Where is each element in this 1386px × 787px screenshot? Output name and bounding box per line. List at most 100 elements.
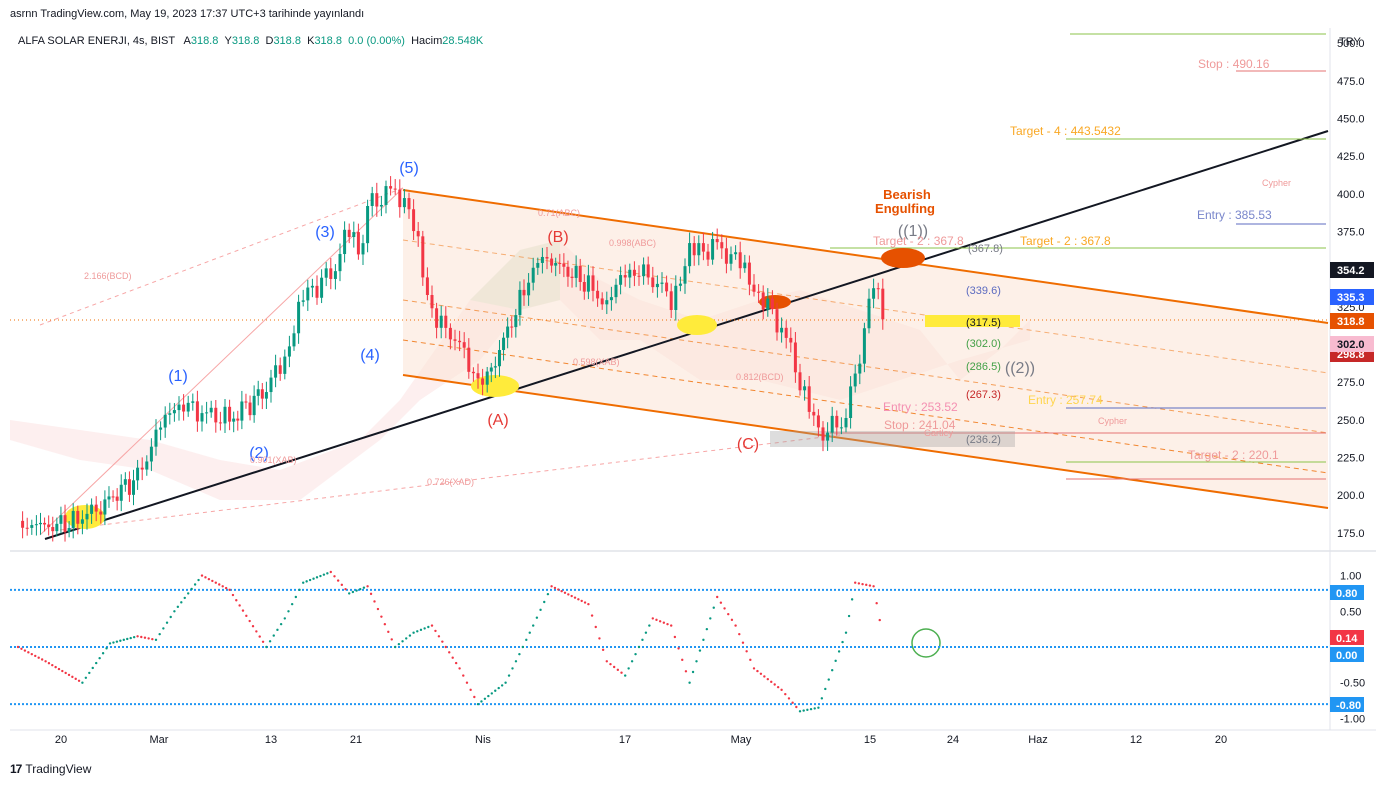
osc-dot <box>437 635 441 638</box>
osc-dot <box>798 710 802 713</box>
osc-dot <box>231 593 235 597</box>
candle-body <box>177 404 181 411</box>
osc-dot <box>612 665 616 669</box>
osc-dot <box>81 681 84 684</box>
osc-dot <box>655 618 658 622</box>
osc-dot <box>105 647 108 650</box>
time-tick-label: 21 <box>350 734 362 746</box>
channel-mid-line <box>402 299 1329 434</box>
osc-badge-label: 0.80 <box>1336 588 1357 600</box>
candle-body <box>578 265 582 283</box>
osc-dot <box>258 635 261 638</box>
candle-body <box>566 266 570 277</box>
symbol-legend[interactable]: ALFA SOLAR ENERJI, 4s, BIST A318.8 Y318.… <box>18 35 483 47</box>
candle-body <box>283 356 287 374</box>
osc-dot <box>454 661 458 665</box>
osc-dot <box>61 669 64 673</box>
osc-dot <box>476 702 480 706</box>
osc-dot <box>598 637 601 640</box>
osc-dot <box>756 669 759 673</box>
osc-dot <box>580 599 583 603</box>
candle-body <box>127 479 131 495</box>
osc-dot <box>658 620 662 623</box>
osc-dot <box>837 650 841 653</box>
publish-header: asrnn TradingView.com, May 19, 2023 17:3… <box>10 8 365 20</box>
osc-dot <box>634 652 637 656</box>
oscillator-highlight-circle <box>911 628 941 658</box>
candle-body <box>734 252 738 255</box>
legend-high-label: Y <box>224 35 232 47</box>
level-label: (339.6) <box>966 285 1001 297</box>
osc-dot <box>312 577 315 580</box>
osc-dot <box>308 578 312 582</box>
osc-dot <box>54 665 57 669</box>
candle-body <box>706 251 710 260</box>
osc-dot <box>834 659 837 663</box>
osc-dot <box>868 584 872 587</box>
osc-dot <box>577 598 580 601</box>
candle-body <box>287 346 291 357</box>
osc-dot <box>397 642 401 646</box>
candle-body <box>94 504 98 512</box>
legend-change: 0.0 (0.00%) <box>348 35 405 47</box>
tradingview-logo-icon: 17 <box>10 762 22 776</box>
candle-body <box>862 328 866 364</box>
osc-dot <box>183 596 186 600</box>
candle-body <box>545 256 549 259</box>
candle-body <box>839 427 843 429</box>
price-tick-label: 425.0 <box>1337 151 1365 163</box>
candle-body <box>119 484 123 501</box>
osc-dot <box>817 706 820 709</box>
candle-body <box>149 446 153 462</box>
osc-dot <box>158 632 161 636</box>
osc-dot <box>272 634 275 637</box>
candle-body <box>361 243 365 255</box>
candle-body <box>605 300 609 305</box>
candle-body <box>324 268 328 278</box>
candle-body <box>660 282 664 284</box>
level-label: (317.5) <box>966 317 1001 329</box>
osc-dot <box>451 656 454 659</box>
candle-body <box>244 401 248 403</box>
footer[interactable]: 17 TradingView <box>10 762 91 776</box>
osc-dot <box>844 631 848 634</box>
osc-dot <box>620 671 623 674</box>
osc-dot <box>101 652 105 655</box>
osc-dot <box>355 589 358 592</box>
harmonic-label: Target - 4 : 443.5432 <box>1010 124 1121 138</box>
candle-body <box>531 267 535 283</box>
candle-body <box>849 386 853 418</box>
candle-body <box>497 350 501 367</box>
osc-dot <box>162 627 165 630</box>
candle-body <box>123 479 127 485</box>
osc-dot <box>567 593 570 596</box>
osc-dot <box>294 595 298 599</box>
candle-body <box>493 366 497 368</box>
candle-body <box>352 232 356 238</box>
highlight-ellipse <box>677 315 717 335</box>
price-tick-label: 450.0 <box>1337 113 1365 125</box>
candle-body <box>462 342 466 348</box>
osc-dot <box>169 615 172 619</box>
osc-dot <box>412 631 415 634</box>
pattern-ellipse <box>881 248 925 268</box>
legend-volume-label: Hacim <box>411 35 443 47</box>
price-tick-label: 200.0 <box>1337 490 1365 502</box>
oscillator-pane <box>10 570 1328 713</box>
osc-dot <box>504 681 507 684</box>
osc-dot <box>795 705 798 709</box>
osc-dot <box>518 652 521 656</box>
osc-dot <box>245 614 248 618</box>
candle-body <box>562 263 566 267</box>
osc-dot <box>322 573 326 576</box>
osc-dot <box>802 709 805 712</box>
osc-dot <box>590 614 594 617</box>
osc-dot <box>319 574 322 578</box>
osc-dot <box>394 645 397 649</box>
osc-dot <box>197 578 200 582</box>
pattern-ratio-label: Cypher <box>1262 178 1291 188</box>
time-tick-label: Nis <box>475 734 491 746</box>
osc-badge-label: 0.00 <box>1336 650 1357 662</box>
osc-dot <box>224 586 228 590</box>
